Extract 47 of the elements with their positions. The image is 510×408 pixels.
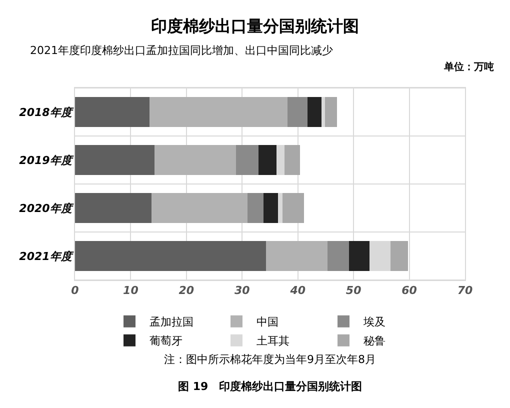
bar [327,241,350,271]
bar [151,193,248,223]
bar [236,145,258,175]
bar [266,241,328,271]
legend-label: 孟加拉国 [150,316,194,329]
bar [276,145,284,175]
legend-label: 葡萄牙 [150,334,182,348]
bar [263,193,278,223]
bar [287,97,308,127]
bar [75,193,152,223]
bar [370,241,390,271]
x-tick-label: 0 [71,284,80,298]
bar [258,145,277,175]
bar [154,145,236,175]
y-tick-label: 2018年度 [19,106,74,119]
bar [282,193,304,223]
text: 单位：万吨 [443,61,494,73]
y-tick-label: 2021年度 [19,250,74,263]
bar [349,241,370,271]
y-tick-label: 2019年度 [19,154,74,167]
bar [284,145,300,175]
x-tick-label: 60 [402,284,418,298]
bar [278,193,282,223]
bar [75,97,150,127]
caption: 图 19 印度棉纱出口量分国别统计图 [178,380,362,393]
bar [75,241,266,271]
text: 注：图中所示棉花年度为当年9月至次年8月 [164,353,376,366]
y-tick-label: 2020年度 [19,202,74,215]
x-tick-label: 40 [289,284,306,298]
x-tick-label: 30 [234,284,250,298]
x-tick-label: 70 [457,284,473,298]
bar [307,97,322,127]
bar [150,97,288,127]
legend-label: 土耳其 [256,334,290,348]
x-tick-label: 50 [346,284,362,298]
legend-label: 埃及 [362,316,386,329]
bar [321,97,326,127]
chart-title: 印度棉纱出口量分国别统计图 [151,16,359,36]
bar [325,97,337,127]
bar [75,145,155,175]
legend-label: 中国 [256,316,278,329]
legend-label: 秘鲁 [364,334,386,348]
x-tick-label: 10 [123,284,139,298]
bar [248,193,264,223]
x-tick-label: 20 [178,284,194,298]
chart-subtitle: 2021年度印度棉纱出口孟加拉国同比增加、出口中国同比减少 [30,44,333,57]
bar [390,241,408,271]
